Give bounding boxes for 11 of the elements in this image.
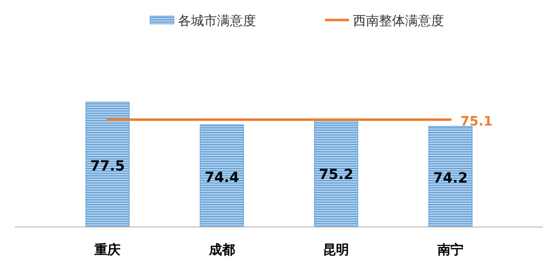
- x-tick-label: 南宁: [436, 242, 464, 258]
- data-label: 74.4: [204, 170, 240, 186]
- data-label: 74.2: [433, 170, 468, 187]
- x-tick-label: 重庆: [94, 242, 121, 258]
- legend-label: 西南整体满意度: [353, 13, 444, 29]
- legend-label: 各城市满意度: [178, 13, 256, 29]
- data-label: 75.2: [318, 166, 354, 183]
- x-tick-label: 成都: [208, 243, 235, 258]
- x-tick-label: 昆明: [323, 243, 350, 258]
- data-label: 75.1: [460, 114, 493, 130]
- data-label: 77.5: [90, 158, 125, 174]
